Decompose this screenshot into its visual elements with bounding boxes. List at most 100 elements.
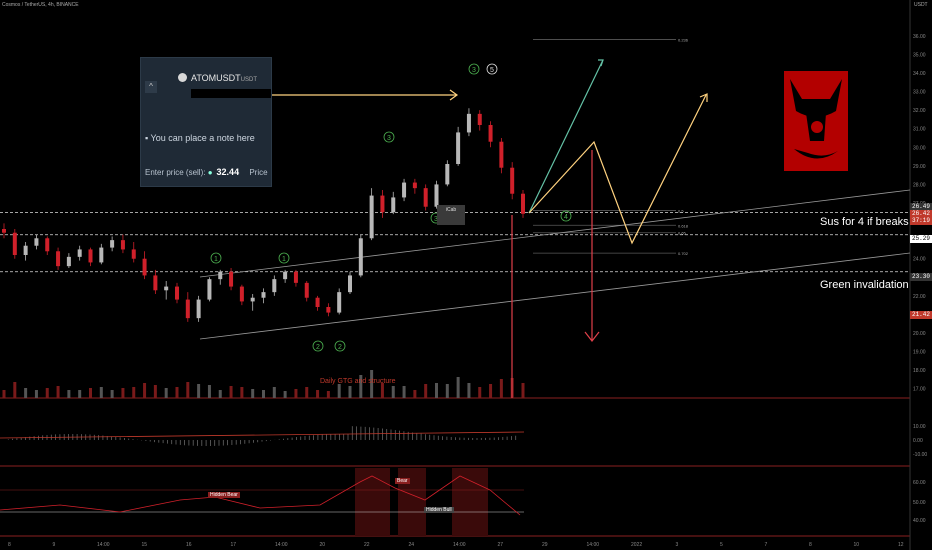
note-widget[interactable]: ATOMUSDTUSDT ^ ▪ You can place a note he… — [140, 57, 272, 187]
rsi-tick-label: 40.00 — [913, 518, 926, 524]
candle-body — [239, 286, 244, 302]
candle-body — [272, 279, 277, 293]
wave-label-green-text: 2 — [338, 344, 342, 351]
x-tick-label: 15 — [142, 542, 148, 548]
y-tick-label: 17.00 — [913, 387, 926, 393]
volume-bar — [78, 390, 82, 398]
note-placeholder[interactable]: ▪ You can place a note here — [145, 133, 255, 143]
fib-level-label: 0.618 — [678, 223, 689, 228]
volume-bar — [2, 390, 6, 398]
volume-bar — [13, 382, 17, 398]
volume-bar — [207, 385, 211, 398]
volume-bar — [132, 387, 136, 398]
wave-label-white-text: 3 — [472, 67, 476, 74]
volume-bar — [45, 388, 49, 398]
x-tick-label: 2022 — [631, 542, 642, 548]
price-axis-tag: 23.30 — [910, 273, 932, 281]
x-tick-label: 5 — [720, 542, 723, 548]
candle-body — [120, 240, 125, 250]
x-tick-label: 14:00 — [275, 542, 288, 548]
x-tick-label: 9 — [53, 542, 56, 548]
volume-bar — [186, 382, 190, 398]
rsi-tick-label: 50.00 — [913, 500, 926, 506]
note-price-row[interactable]: Enter price (sell): ● 32.44 Price — [145, 167, 268, 177]
candle-body — [369, 195, 374, 239]
candle-body — [34, 238, 39, 246]
volume-bar — [413, 390, 417, 398]
chevron-up-icon[interactable]: ^ — [145, 81, 157, 93]
volume-bar — [359, 375, 363, 398]
volume-bar — [229, 386, 233, 398]
x-tick-label: 12 — [898, 542, 904, 548]
volume-bar — [262, 390, 265, 398]
oscillator-signal — [0, 431, 525, 439]
candle-body — [477, 113, 482, 125]
candle-body — [348, 275, 352, 293]
wave-label-white-text: 5 — [490, 67, 494, 74]
projection-zigzag-yellow — [528, 94, 707, 245]
y-tick-label: 19.00 — [913, 350, 926, 356]
candle-body — [315, 297, 320, 307]
oscillator-tick-label: 10.00 — [913, 424, 926, 430]
wave-label-white — [486, 63, 498, 75]
arrow-head-icon — [584, 331, 600, 342]
chart-title: Cosmos / TetherUS, 4h, BINANCE — [2, 2, 79, 8]
volume-bar — [521, 383, 525, 398]
annotation-bear: Bear — [395, 478, 410, 484]
volume-bar — [489, 384, 493, 398]
volume-bar — [175, 387, 179, 398]
wave-label-green-text: 3 — [434, 216, 438, 223]
oscillator-tick-label: -10.00 — [913, 452, 927, 458]
x-tick-label: 10 — [854, 542, 860, 548]
y-tick-label: 33.00 — [913, 90, 926, 96]
volume-bar — [272, 387, 276, 398]
volume-bar — [110, 390, 114, 398]
y-tick-label: 22.00 — [913, 294, 926, 300]
y-tick-label: 32.00 — [913, 108, 926, 114]
candle-body — [110, 240, 115, 248]
y-tick-label: 29.00 — [913, 164, 926, 170]
volume-bar — [326, 391, 330, 398]
wave-label-green — [312, 340, 324, 352]
y-tick-label: 30.00 — [913, 145, 926, 151]
arrow-head-icon — [699, 93, 708, 102]
candle-body — [293, 271, 298, 283]
channel-upper — [199, 189, 911, 278]
candle-body — [164, 286, 169, 291]
price-axis-tag: 25.29 — [910, 235, 932, 243]
volume-bar — [240, 387, 244, 398]
candle-body — [261, 292, 266, 298]
x-tick-label: 22 — [364, 542, 370, 548]
x-tick-label: 24 — [409, 542, 415, 548]
candle-body — [250, 297, 255, 302]
annotation-hidden-bear: Hidden Bear — [208, 492, 240, 498]
volume-bar — [67, 390, 71, 398]
rsi-zone — [355, 468, 390, 536]
candle-body — [196, 299, 201, 319]
candle-body — [142, 258, 147, 276]
candle-body — [23, 245, 28, 255]
x-tick-label: 7 — [765, 542, 768, 548]
wave-label-green-text: 1 — [282, 256, 286, 263]
candle-body — [499, 141, 504, 168]
volume-bar — [294, 389, 298, 398]
candle-body — [423, 188, 428, 207]
wave-label-green — [468, 63, 480, 75]
candle-body — [283, 271, 288, 280]
brand-logo-icon — [784, 71, 848, 171]
candle-body — [466, 113, 471, 133]
channel-lower — [199, 252, 911, 340]
candle-body — [337, 292, 342, 313]
volume-bar — [402, 386, 406, 398]
volume-bar — [456, 377, 460, 398]
wave-label-green-text: 4 — [564, 214, 568, 221]
volume-bar — [89, 388, 92, 398]
y-tick-label: 36.00 — [913, 34, 926, 40]
annotation-sus: Sus for 4 if breaks — [820, 216, 909, 228]
annotation-hidden-bull: Hidden Bull — [424, 507, 454, 513]
candle-body — [380, 195, 385, 213]
volume-bar — [316, 390, 320, 398]
cosmos-logo-icon — [178, 73, 187, 82]
price-axis-tag: 37:19 — [910, 217, 932, 225]
wave-label-green-text: 1 — [214, 256, 218, 263]
